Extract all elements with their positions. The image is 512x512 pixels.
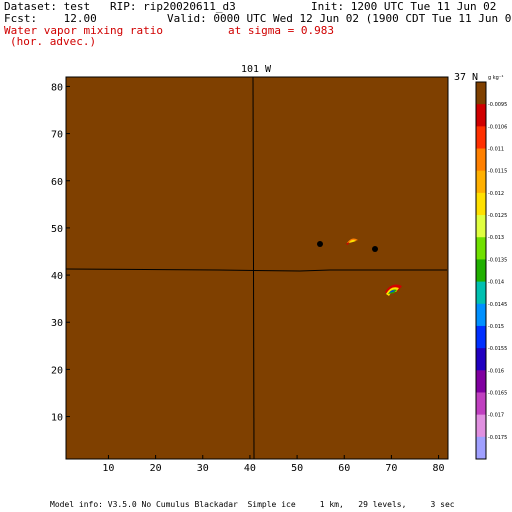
colorbar-label: -0.0155 (488, 346, 507, 352)
feature-large-blob (385, 284, 402, 296)
y-tick-label: 50 (51, 224, 63, 235)
x-tick-label: 60 (338, 463, 350, 474)
colorbar-frame (475, 81, 487, 460)
x-tick-label: 40 (244, 463, 256, 474)
station-dot-2 (372, 246, 378, 252)
y-tick-label: 80 (51, 82, 63, 93)
colorbar-label: -0.015 (488, 324, 504, 330)
y-tick-label: 40 (51, 271, 63, 282)
colorbar-swatch (476, 348, 486, 371)
colorbar-swatch (476, 170, 486, 194)
colorbar-label: -0.0095 (488, 102, 507, 108)
field-background (65, 76, 449, 460)
colorbar-label: -0.0115 (488, 169, 507, 175)
y-tick-label: 20 (51, 365, 63, 376)
field-subtitle-label: (hor. advec.) (10, 35, 97, 48)
y-tick-label: 70 (51, 130, 63, 141)
colorbar-label: -0.013 (488, 235, 504, 241)
colorbar-label: -0.011 (488, 147, 504, 153)
colorbar-unit-label: g kg⁻¹ (488, 75, 503, 81)
colorbar-label: -0.0106 (488, 124, 507, 130)
colorbar-label: -0.0135 (488, 257, 507, 263)
colorbar-swatch (476, 325, 486, 349)
valid-time-label: Valid: 0000 UTC Wed 12 Jun 02 (1900 CDT … (167, 12, 512, 25)
meridian-line (252, 76, 255, 460)
colorbar-label: -0.0125 (488, 213, 507, 219)
x-tick-label: 80 (433, 463, 445, 474)
colorbar-swatch (476, 436, 486, 460)
top-longitude-label: 101 W (241, 64, 272, 75)
colorbar-swatch (476, 392, 486, 416)
forecast-hour-label: Fcst: 12.00 (4, 12, 97, 25)
sigma-level-label: at sigma = 0.983 (228, 24, 334, 37)
x-tick-label: 10 (102, 463, 114, 474)
x-axis: 10 20 30 40 50 60 70 80 (102, 455, 445, 474)
model-info-label: Model info: V3.5.0 No Cumulus Blackadar … (50, 500, 455, 509)
dataset-label: Dataset: test RIP: rip20020611_d3 (4, 0, 236, 13)
colorbar-swatch (476, 148, 486, 172)
colorbar-swatch (476, 281, 486, 305)
x-tick-label: 20 (150, 463, 162, 474)
y-tick-label: 10 (51, 413, 63, 424)
right-latitude-label: 37 N (454, 72, 478, 83)
colorbar-label: -0.0145 (488, 302, 507, 308)
field-name-label: Water vapor mixing ratio (4, 24, 163, 37)
y-tick-label: 30 (51, 318, 63, 329)
colorbar-swatch (476, 104, 486, 127)
colorbar-label: -0.012 (488, 191, 504, 197)
x-tick-label: 70 (385, 463, 397, 474)
y-tick-label: 60 (51, 177, 63, 188)
colorbar-swatch (476, 126, 486, 150)
colorbar-label: -0.014 (488, 280, 504, 286)
station-dot-1 (317, 241, 323, 247)
x-tick-label: 30 (197, 463, 209, 474)
colorbar-swatch (476, 237, 486, 260)
colorbar-swatch (476, 370, 486, 393)
colorbar-swatch (476, 414, 486, 438)
init-time-label: Init: 1200 UTC Tue 11 Jun 02 (311, 0, 497, 13)
feature-small-blob (346, 238, 358, 245)
x-tick-label: 50 (291, 463, 303, 474)
colorbar-label: -0.017 (488, 413, 504, 419)
colorbar-label: -0.0175 (488, 435, 507, 441)
colorbar-swatch (476, 82, 486, 105)
colorbar-label: -0.0165 (488, 390, 507, 396)
parallel-line (65, 268, 447, 272)
colorbar-swatch (476, 192, 486, 216)
colorbar-label: -0.016 (488, 368, 504, 374)
colorbar-swatch (476, 259, 486, 283)
colorbar-swatch (476, 303, 486, 327)
colorbar-swatch (476, 215, 486, 238)
colorbar: -0.0095 -0.0106 -0.011 -0.0115 -0.012 -0.0125… (475, 81, 507, 460)
y-axis: 10 20 30 40 50 60 70 80 (51, 82, 70, 424)
